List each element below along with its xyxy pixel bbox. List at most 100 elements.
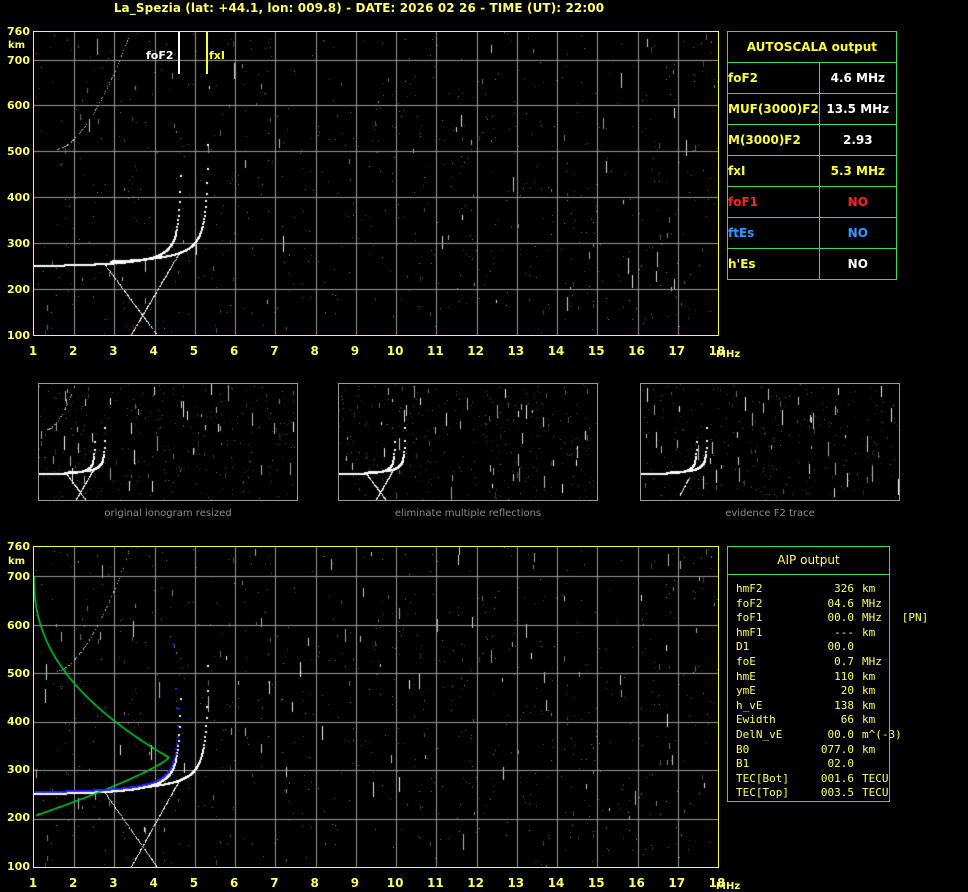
y-axis-unit-bottom: km <box>8 556 26 567</box>
x-tick-7: 7 <box>270 344 279 358</box>
thumbnail-caption-multiple-reflections: eliminate multiple reflections <box>394 508 542 519</box>
aip-param-name: hmF1 <box>736 625 763 639</box>
thumbnail-panel-multiple-reflections[interactable] <box>338 383 598 501</box>
x-tick-5: 5 <box>189 876 199 890</box>
y-tick-400-bottom: 400 <box>7 715 30 728</box>
x-tick-17: 17 <box>668 344 686 358</box>
autoscala-row: foF1 NO <box>727 186 897 218</box>
aip-param-unit: m^(-3) <box>862 727 902 741</box>
aip-param-value: 20 <box>840 684 854 698</box>
autoscala-value-fxi: 5.3 MHz <box>818 155 897 187</box>
y-tick-100-top: 100 <box>7 329 30 342</box>
aip-scatter-canvas <box>34 547 718 867</box>
aip-param-name: TEC[Top] <box>736 786 789 800</box>
thumbnail-caption-original: original ionogram resized <box>104 508 232 519</box>
x-tick-11: 11 <box>426 344 444 358</box>
aip-row-b0: B0 077.0 km <box>736 743 889 758</box>
aip-rows: hmF2 326 km foF2 04.6 MHz foF1 00.0 MHz [PN] hmF1… <box>728 575 928 801</box>
thumbnail-panel-original[interactable] <box>38 383 298 501</box>
main-ionogram-plot-area <box>34 32 718 335</box>
aip-param-name: ymE <box>736 684 756 698</box>
aip-header: AIP output <box>728 547 889 575</box>
aip-row-hme: hmE 110 km <box>736 670 889 685</box>
x-tick-2: 2 <box>69 344 78 358</box>
x-tick-4: 4 <box>149 876 158 890</box>
x-tick-8: 8 <box>310 344 319 358</box>
aip-param-name: h_vE <box>736 698 763 712</box>
aip-param-unit: MHz [PN] <box>862 611 929 625</box>
autoscala-key-muf3000f2: MUF(3000)F2 <box>727 93 820 125</box>
aip-row-b1: B1 02.0 <box>736 757 889 772</box>
autoscala-value-ftes: NO <box>818 217 897 249</box>
x-tick-9: 9 <box>350 344 360 358</box>
aip-param-name: TEC[Bot] <box>736 771 789 785</box>
page-title: La_Spezia (lat: +44.1, lon: 009.8) - DAT… <box>113 1 605 15</box>
aip-row-fof2: foF2 04.6 MHz <box>736 597 889 612</box>
autoscala-header: AUTOSCALA output <box>727 31 897 63</box>
autoscala-row: h'Es NO <box>727 248 897 280</box>
x-tick-3: 3 <box>109 876 118 890</box>
aip-row-ewidth: Ewidth 66 km <box>736 713 889 728</box>
aip-param-unit: km <box>862 684 876 698</box>
fof2-marker-line <box>178 32 180 74</box>
aip-row-foe: foE 0.7 MHz <box>736 655 889 670</box>
y-tick-760-bottom: 760 <box>7 540 30 553</box>
aip-row-d1: D1 00.0 <box>736 640 889 655</box>
autoscala-value-hes: NO <box>818 248 897 280</box>
aip-param-value: 110 <box>834 669 854 683</box>
thumbnail-caption-f2-trace: evidence F2 trace <box>725 508 815 519</box>
x-tick-10: 10 <box>386 876 404 890</box>
aip-param-unit: MHz <box>862 596 882 610</box>
main-ionogram-chart[interactable] <box>33 31 719 336</box>
aip-row-h_ve: h_vE 138 km <box>736 699 889 714</box>
x-tick-2: 2 <box>69 876 78 890</box>
aip-param-value: 66 <box>840 713 854 727</box>
aip-param-name: Ewidth <box>736 713 776 727</box>
aip-param-unit: km <box>862 713 876 727</box>
autoscala-key-ftes: ftEs <box>727 217 820 249</box>
x-tick-16: 16 <box>628 876 645 890</box>
ionogram-scatter-canvas <box>34 32 718 335</box>
y-tick-100-bottom: 100 <box>7 860 30 873</box>
x-tick-7: 7 <box>270 876 279 890</box>
aip-param-unit: TECU <box>862 771 889 785</box>
autoscala-output-table: AUTOSCALA output foF2 4.6 MHz MUF(3000)F2 1… <box>727 31 897 280</box>
aip-param-value: 00.0 <box>827 611 855 625</box>
y-tick-400-top: 400 <box>7 191 30 204</box>
x-tick-12: 12 <box>467 876 484 890</box>
x-tick-1: 1 <box>28 876 38 890</box>
aip-param-unit: km <box>862 582 876 595</box>
autoscala-row: M(3000)F2 2.93 <box>727 124 897 156</box>
aip-param-value: 077.0 <box>820 742 854 756</box>
x-tick-12: 12 <box>467 344 484 358</box>
autoscala-key-fof1: foF1 <box>727 186 820 218</box>
y-tick-600-top: 600 <box>7 99 30 112</box>
aip-param-name: D1 <box>736 640 750 654</box>
x-tick-9: 9 <box>350 876 360 890</box>
y-tick-760-top: 760 <box>7 25 30 38</box>
aip-param-value: 003.5 <box>820 786 854 800</box>
aip-row-tectop: TEC[Top] 003.5 TECU <box>736 786 889 801</box>
y-tick-200-top: 200 <box>7 283 30 296</box>
x-tick-6: 6 <box>229 876 239 890</box>
y-tick-600-bottom: 600 <box>7 619 30 632</box>
aip-param-unit: km <box>862 669 876 683</box>
x-tick-13: 13 <box>507 876 525 890</box>
aip-param-unit: km <box>862 698 876 712</box>
aip-param-name: B0 <box>736 742 750 756</box>
aip-row-hmf1: hmF1 --- km <box>736 626 889 641</box>
x-tick-15: 15 <box>587 344 605 358</box>
y-tick-200-bottom: 200 <box>7 811 30 824</box>
aip-param-unit: km <box>862 625 876 639</box>
aip-param-value: 00.0 <box>827 640 855 654</box>
x-tick-13: 13 <box>507 344 525 358</box>
autoscala-key-fxi: fxI <box>727 155 820 187</box>
thumbnail-panel-f2-trace[interactable] <box>640 383 900 501</box>
y-axis-unit-top: km <box>8 40 26 51</box>
aip-ionogram-chart[interactable] <box>33 546 719 868</box>
autoscala-key-m3000f2: M(3000)F2 <box>727 124 820 156</box>
x-tick-1: 1 <box>28 344 38 358</box>
aip-param-name: foE <box>736 654 756 668</box>
aip-param-name: foF1 <box>736 611 763 625</box>
autoscala-key-hes: h'Es <box>727 248 820 280</box>
